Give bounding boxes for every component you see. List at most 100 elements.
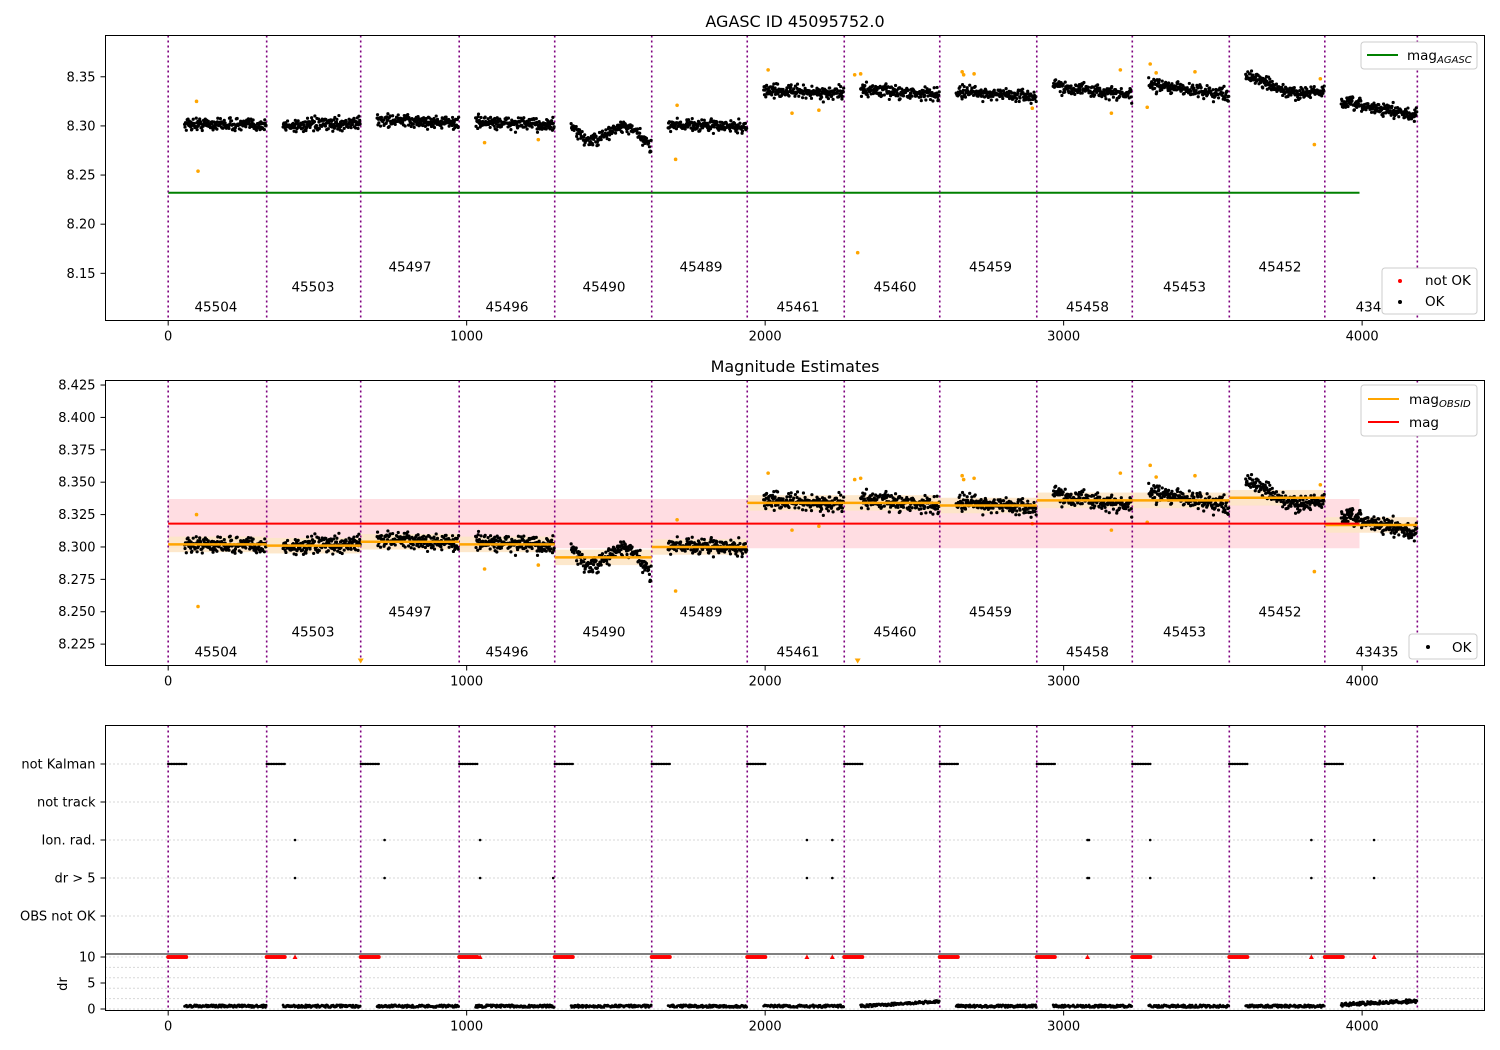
agasc-ok-point	[492, 124, 496, 128]
agasc-ok-point	[1034, 95, 1038, 99]
agasc-ok-point	[1191, 83, 1195, 87]
agasc-ok-point	[1281, 82, 1285, 87]
agasc-ok-point	[779, 93, 784, 98]
agasc-ok-point	[679, 120, 683, 124]
magnitude-ok-point	[251, 537, 255, 541]
magnitude-ok-point	[789, 491, 793, 495]
agasc-ok-point	[335, 117, 339, 121]
agasc-y-tick-label: 8.15	[67, 267, 96, 282]
magnitude-ok-point	[1249, 473, 1254, 477]
agasc-ok-point	[331, 129, 335, 133]
agasc-ok-point	[1192, 86, 1196, 90]
agasc-ok-point	[770, 93, 774, 97]
agasc-ok-point	[444, 115, 448, 119]
agasc-ok-point	[962, 84, 966, 89]
magnitude-ok-point	[412, 547, 416, 551]
magnitude-ok-point	[1182, 502, 1186, 506]
agasc-ok-point	[377, 121, 381, 125]
magnitude-ok-point	[740, 551, 745, 556]
agasc-ok-point	[649, 138, 653, 143]
agasc-ok-point	[901, 94, 906, 98]
agasc-ok-point	[247, 119, 251, 123]
agasc-ok-point	[821, 100, 825, 104]
magnitude-ok-point	[447, 545, 451, 549]
agasc-ok-point	[417, 124, 421, 128]
agasc-ok-point	[222, 118, 226, 122]
agasc-ok-point	[810, 84, 814, 88]
agasc-ok-point	[406, 112, 410, 117]
magnitude-ok-point	[416, 533, 420, 537]
agasc-ok-point	[1017, 99, 1021, 104]
agasc-ok-point	[263, 118, 267, 122]
agasc-ok-point	[729, 119, 733, 123]
magnitude-ok-point	[1034, 506, 1038, 511]
agasc-ok-point	[1153, 86, 1157, 90]
agasc-ok-point	[488, 125, 492, 130]
magnitude-ok-point	[729, 538, 733, 542]
agasc-ok-point	[968, 83, 972, 87]
agasc-y-tick-label: 8.30	[67, 119, 96, 134]
magnitude-ok-point	[1104, 509, 1108, 513]
agasc-ok-point	[580, 129, 584, 134]
magnitude-ok-point	[342, 548, 346, 552]
agasc-ok-point	[429, 117, 433, 121]
agasc-ok-point	[1029, 101, 1033, 105]
agasc-ok-point	[386, 112, 390, 116]
agasc-ok-point	[923, 93, 927, 97]
agasc-ok-point	[1054, 78, 1058, 82]
agasc-ok-point	[1216, 96, 1221, 100]
agasc-ok-point	[789, 85, 793, 90]
agasc-panel: AGASC ID 45095752.0 8.158.208.258.308.35…	[67, 12, 1485, 345]
agasc-ok-point	[215, 120, 219, 124]
magnitude-ok-point	[1369, 527, 1374, 531]
magnitude-ok-point	[1129, 507, 1133, 511]
magnitude-ok-point	[1222, 493, 1226, 497]
magnitude-y-tick-label: 8.250	[58, 605, 95, 620]
agasc-outlier-point	[1030, 106, 1035, 111]
magnitude-ok-point	[797, 506, 801, 510]
magnitude-ok-point	[305, 547, 309, 551]
magnitude-ok-point	[1023, 510, 1028, 515]
agasc-ok-point	[229, 119, 234, 123]
magnitude-ok-point	[1021, 496, 1025, 501]
magnitude-ok-point	[335, 536, 339, 540]
agasc-ok-point	[549, 125, 553, 129]
agasc-ok-point	[534, 117, 538, 121]
agasc-ok-point	[344, 120, 348, 124]
agasc-ok-point	[456, 125, 460, 130]
agasc-ok-point	[447, 124, 451, 128]
agasc-ok-point	[1312, 85, 1316, 89]
agasc-ok-point	[1293, 98, 1298, 102]
magnitude-ok-point	[1160, 486, 1164, 490]
agasc-ok-point	[296, 122, 300, 126]
magnitude-y-tick-label: 8.350	[58, 476, 95, 491]
agasc-ok-point	[804, 96, 808, 100]
agasc-obsid-label: 45458	[1066, 300, 1109, 316]
magnitude-ok-point	[406, 530, 410, 534]
magnitude-ok-point	[773, 495, 777, 499]
magnitude-ok-point	[580, 552, 584, 557]
agasc-ok-point	[1001, 89, 1006, 93]
agasc-x-tick-label: 1000	[450, 330, 483, 345]
agasc-ok-point	[1060, 93, 1064, 98]
magnitude-ok-point	[233, 551, 237, 555]
agasc-ok-point	[841, 90, 845, 94]
agasc-ok-point	[1222, 84, 1226, 88]
agasc-ok-point	[206, 119, 210, 123]
magnitude-ok-point	[285, 538, 290, 543]
magnitude-ok-point	[1224, 504, 1228, 508]
magnitude-ok-point	[679, 540, 683, 544]
magnitude-ok-point	[551, 534, 555, 538]
magnitude-ok-point	[776, 490, 780, 494]
agasc-ok-point	[246, 117, 251, 121]
agasc-ok-point	[840, 97, 844, 101]
agasc-ok-point	[326, 127, 330, 131]
magnitude-ok-point	[859, 506, 864, 510]
magnitude-ok-point	[936, 510, 940, 515]
magnitude-ok-point	[294, 552, 298, 557]
agasc-obsid-label: 45496	[485, 300, 528, 316]
agasc-ok-point	[1322, 84, 1326, 88]
magnitude-ok-point	[254, 551, 259, 555]
agasc-ok-point	[1018, 96, 1022, 100]
magnitude-ok-point	[332, 548, 337, 552]
